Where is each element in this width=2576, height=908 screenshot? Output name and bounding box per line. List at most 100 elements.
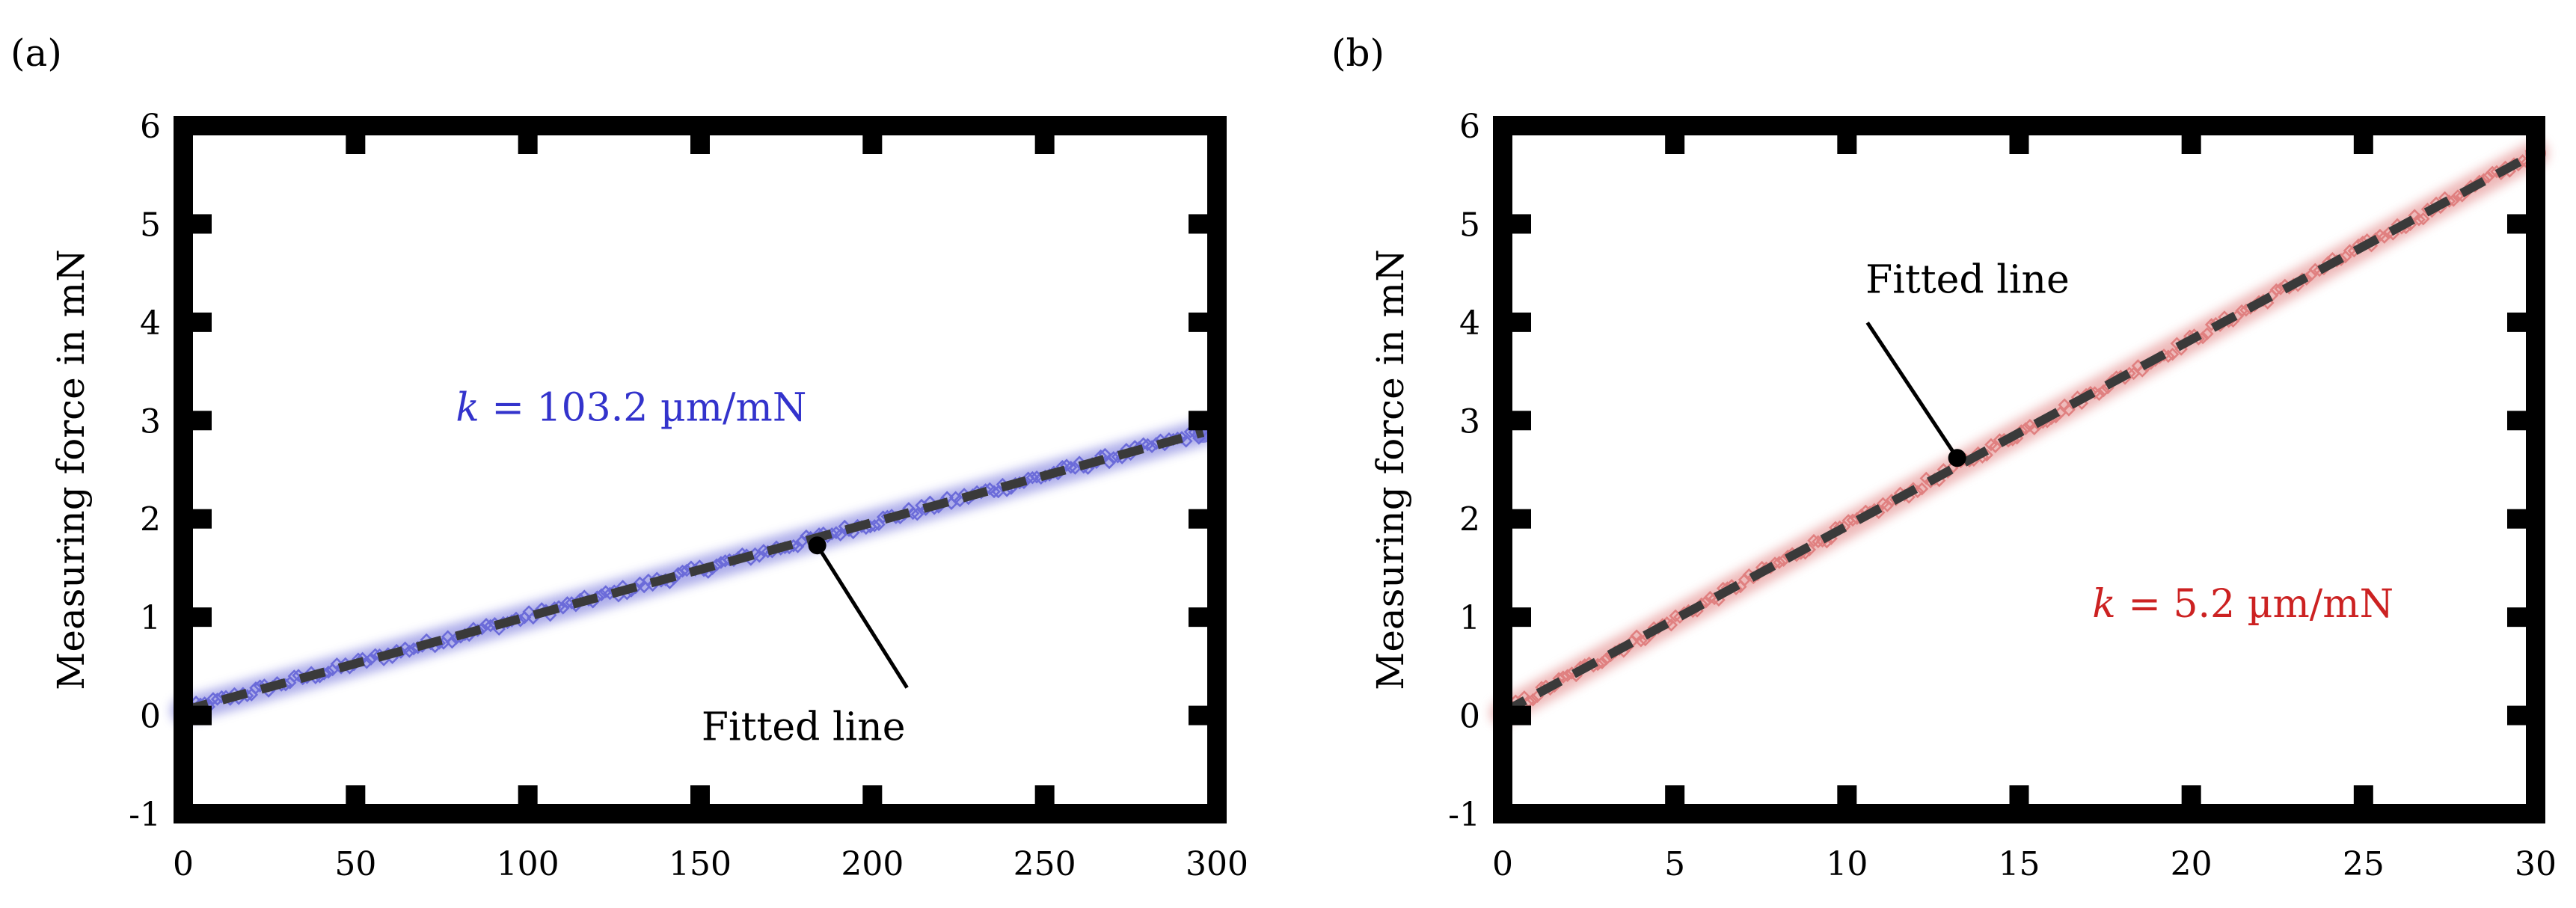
- y-tick-mark: [192, 607, 212, 628]
- data-point: [484, 619, 497, 633]
- y-tick-label: -1: [129, 796, 161, 834]
- slope-annotation: k = 103.2 µm/mN: [456, 385, 806, 430]
- y-tick-label: -1: [1448, 796, 1480, 834]
- x-tick-label: 50: [334, 845, 376, 883]
- y-tick-mark: [192, 509, 212, 529]
- annotation-label: Fitted line: [702, 705, 906, 749]
- x-tick-mark: [1837, 135, 1857, 154]
- data-point: [1773, 556, 1786, 569]
- data-point: [1595, 656, 1609, 669]
- data-point: [987, 485, 1001, 499]
- y-tick-label: 5: [1459, 206, 1480, 244]
- data-point: [906, 506, 920, 521]
- x-tick-mark: [690, 135, 710, 154]
- annotation-marker: [808, 536, 827, 555]
- data-point: [2019, 422, 2032, 435]
- x-tick-mark: [346, 785, 366, 805]
- data-point: [560, 596, 574, 610]
- x-tick-label: 20: [2171, 845, 2212, 883]
- y-tick-mark: [2507, 607, 2527, 628]
- x-tick-mark: [518, 785, 538, 805]
- x-tick-label: 0: [1492, 845, 1513, 883]
- y-tick-label: 0: [1459, 698, 1480, 736]
- x-tick-label: 100: [497, 845, 559, 883]
- data-point: [1664, 618, 1678, 632]
- x-tick-mark: [346, 135, 366, 154]
- y-tick-label: 2: [140, 501, 161, 539]
- y-tick-mark: [1189, 509, 1208, 529]
- data-point: [2481, 170, 2495, 184]
- data-point: [1064, 461, 1078, 474]
- y-tick-mark: [2507, 214, 2527, 234]
- x-tick-mark: [862, 785, 883, 805]
- y-tick-mark: [2507, 509, 2527, 529]
- slope-annotation: k = 5.2 µm/mN: [2092, 582, 2393, 627]
- data-point: [1599, 652, 1613, 666]
- slope-value: = 103.2 µm/mN: [479, 385, 806, 430]
- data-point: [2201, 327, 2214, 340]
- data-point: [1807, 533, 1821, 547]
- slope-symbol: k: [456, 385, 479, 430]
- x-tick-mark: [2009, 785, 2029, 805]
- data-point: [2165, 347, 2180, 361]
- y-tick-label: 6: [1459, 108, 1480, 146]
- data-point: [1145, 440, 1159, 453]
- data-point: [2412, 212, 2426, 227]
- x-tick-label: 25: [2343, 845, 2385, 883]
- x-tick-mark: [2181, 135, 2201, 154]
- data-point: [757, 544, 770, 557]
- data-point: [1846, 513, 1859, 527]
- fitted-line: [1500, 149, 2538, 717]
- y-tick-mark: [1189, 705, 1208, 726]
- data-point: [2447, 194, 2460, 207]
- x-tick-label: 30: [2515, 845, 2557, 883]
- x-tick-mark: [2353, 135, 2373, 154]
- annotation-pointer: [1865, 322, 1959, 459]
- y-tick-mark: [1512, 312, 1531, 332]
- x-tick-label: 200: [841, 845, 904, 883]
- x-tick-mark: [1665, 135, 1685, 154]
- x-tick-mark: [1837, 785, 1857, 805]
- y-tick-mark: [1189, 312, 1208, 332]
- x-tick-label: 5: [1664, 845, 1685, 883]
- x-tick-label: 150: [669, 845, 732, 883]
- data-point: [1557, 670, 1570, 684]
- x-tick-mark: [518, 135, 538, 154]
- x-tick-label: 0: [173, 845, 194, 883]
- x-tick-mark: [1034, 785, 1055, 805]
- data-point: [1634, 634, 1648, 648]
- axes-frame: [1493, 116, 2545, 823]
- data-point: [1136, 437, 1150, 451]
- annotation-marker: [1948, 449, 1966, 467]
- x-tick-mark: [1665, 785, 1685, 805]
- x-tick-mark: [862, 135, 883, 154]
- axes-frame: [174, 116, 1227, 823]
- data-point: [1915, 482, 1929, 496]
- y-tick-label: 5: [140, 206, 161, 244]
- y-tick-mark: [2507, 411, 2527, 431]
- data-point: [1179, 434, 1193, 448]
- y-tick-label: 4: [140, 304, 161, 343]
- data-point: [1812, 535, 1825, 549]
- y-tick-label: 3: [1459, 402, 1480, 441]
- fitted-line: [182, 428, 1205, 715]
- x-tick-mark: [2353, 785, 2373, 805]
- data-point: [1699, 595, 1713, 609]
- x-tick-mark: [1034, 135, 1055, 154]
- y-tick-mark: [2507, 312, 2527, 332]
- y-tick-mark: [1512, 214, 1531, 234]
- data-point: [1025, 470, 1040, 485]
- slope-symbol: k: [2092, 582, 2116, 627]
- y-tick-label: 6: [140, 108, 161, 146]
- x-tick-mark: [2009, 135, 2029, 154]
- data-point: [364, 652, 378, 666]
- data-point: [2162, 349, 2175, 363]
- y-tick-label: 0: [140, 698, 161, 736]
- data-point: [1703, 591, 1717, 604]
- y-tick-label: 1: [1459, 599, 1480, 637]
- y-tick-mark: [192, 705, 212, 726]
- y-tick-label: 1: [140, 599, 161, 637]
- y-tick-mark: [1512, 607, 1531, 628]
- annotation-label: Fitted line: [1865, 257, 2070, 302]
